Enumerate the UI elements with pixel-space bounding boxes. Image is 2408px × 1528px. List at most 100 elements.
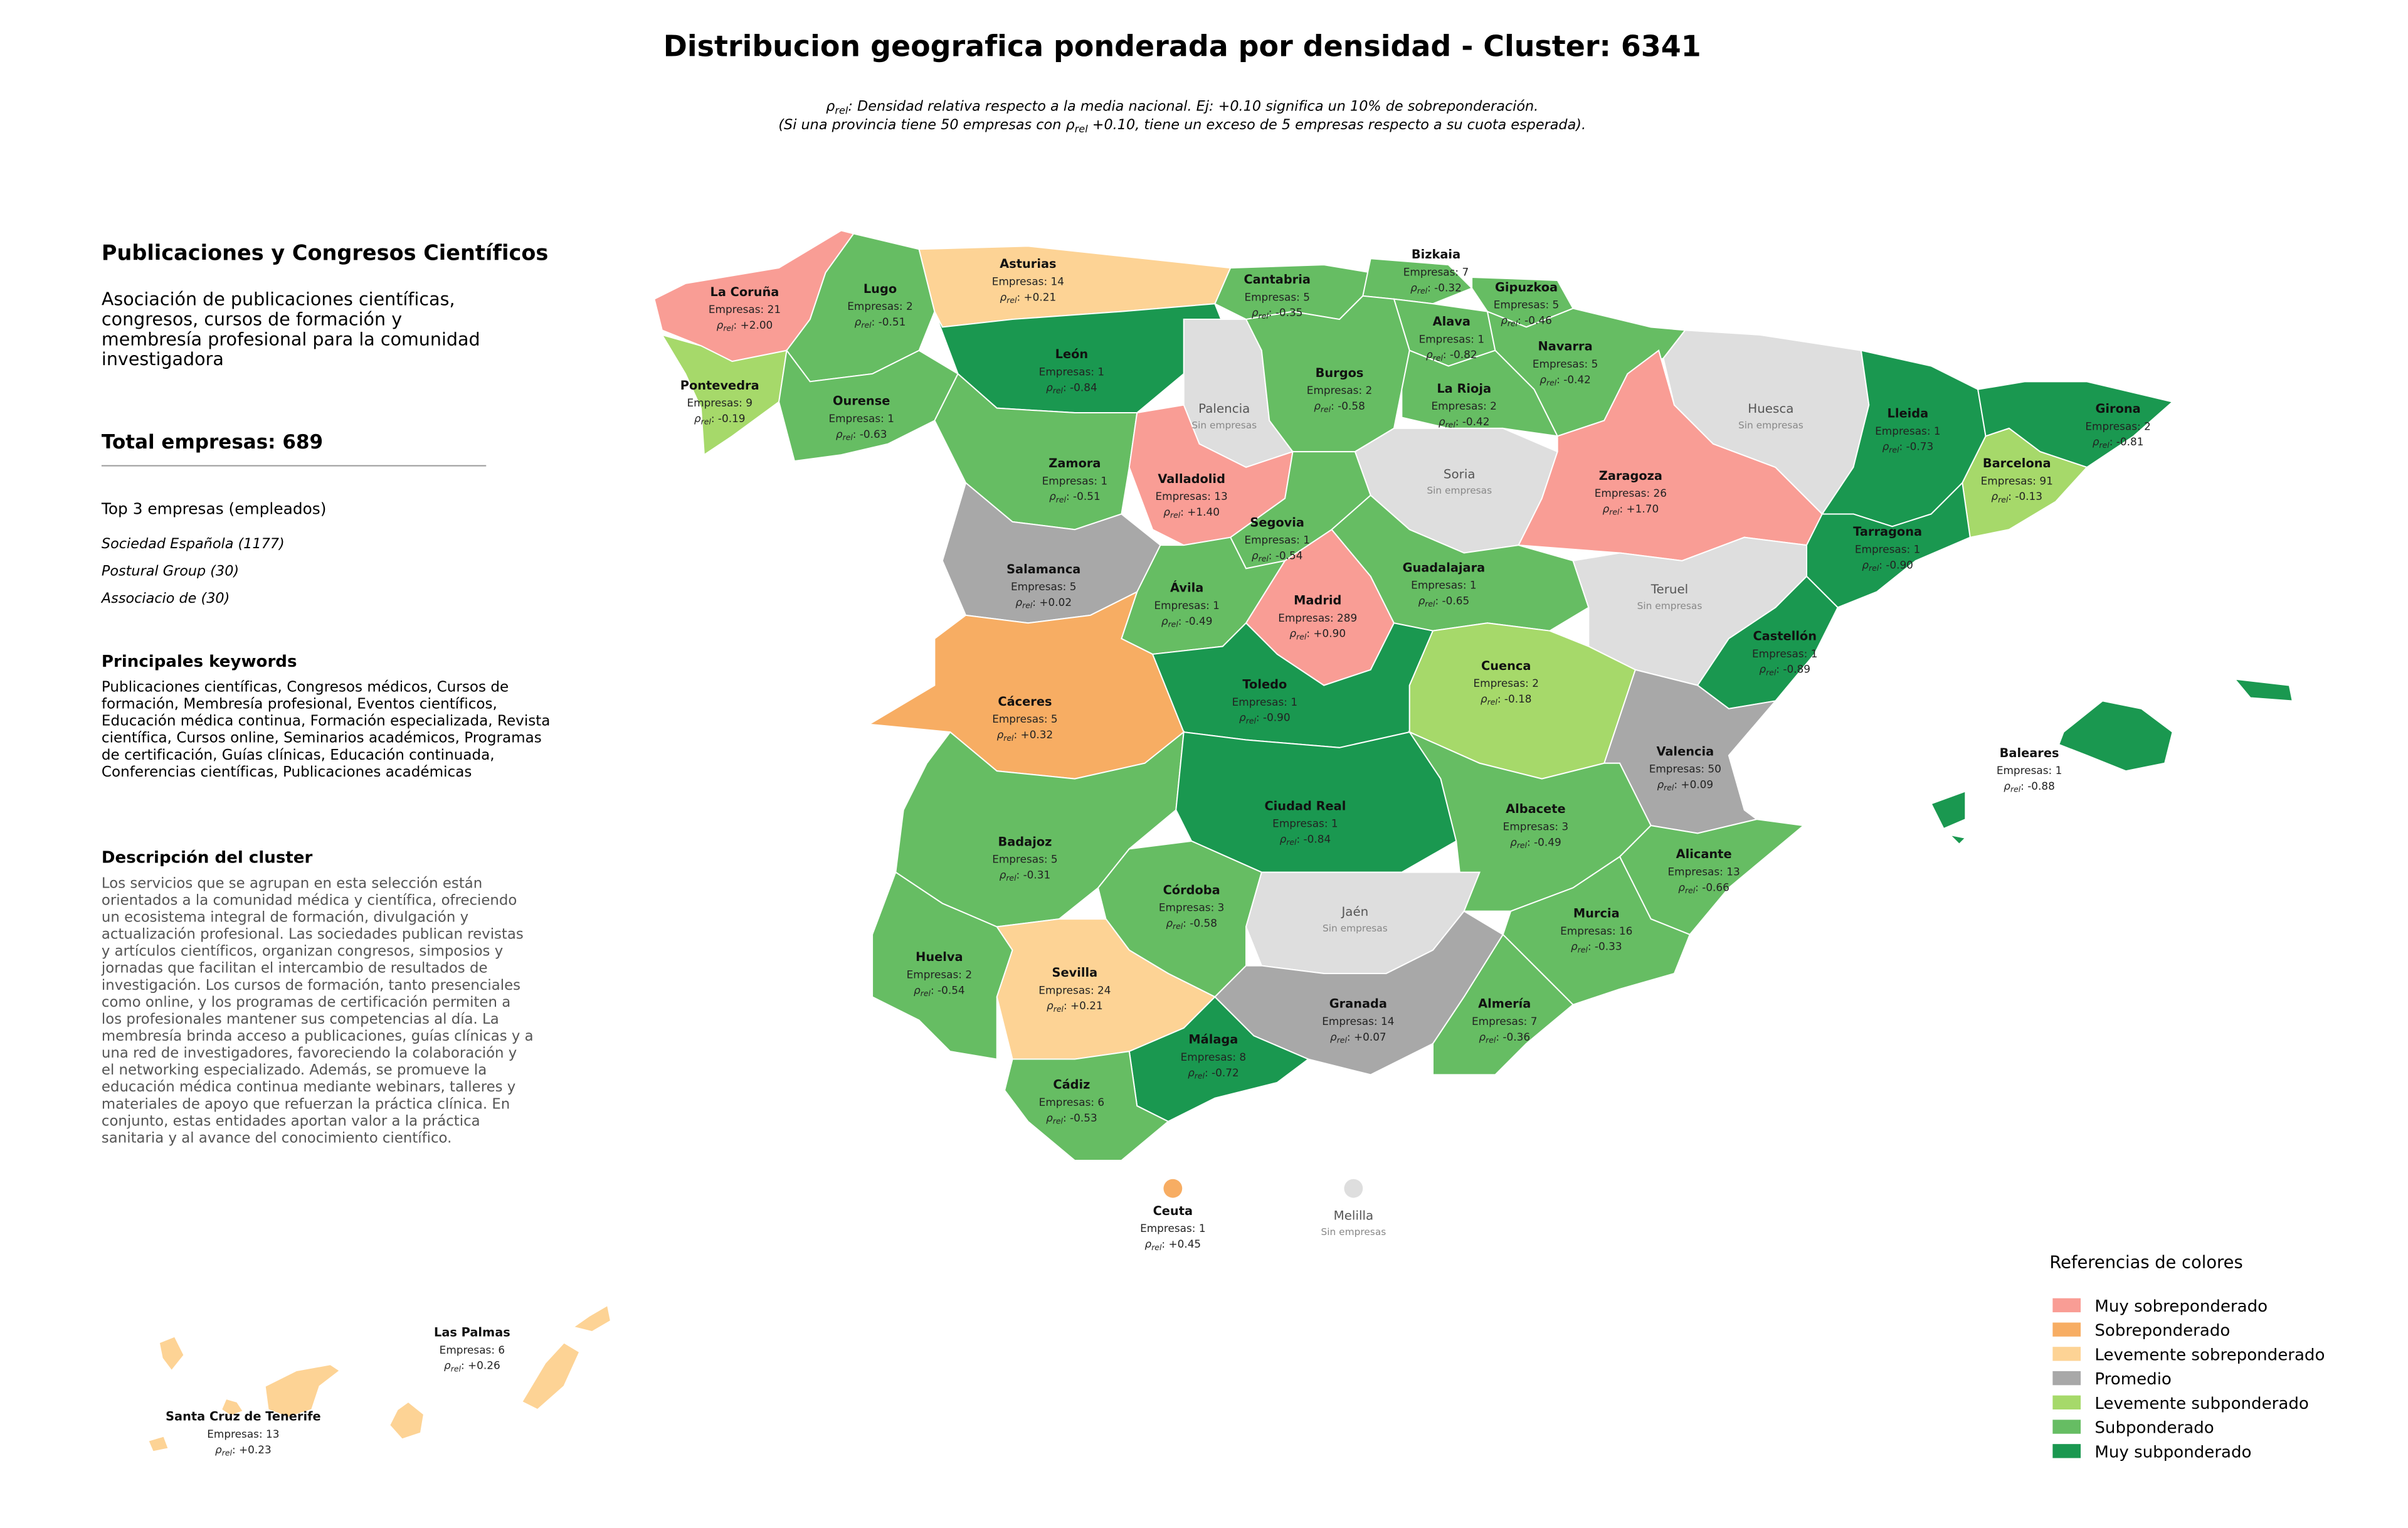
province-density: ρrel: +0.21 xyxy=(1047,999,1103,1014)
province-companies: Empresas: 9 xyxy=(687,396,752,409)
province-name: Barcelona xyxy=(1983,456,2051,470)
province-shape xyxy=(147,1435,170,1453)
province-companies: Empresas: 1 xyxy=(1855,543,1920,556)
density-sub: rel xyxy=(2010,785,2021,794)
density-sub: rel xyxy=(1869,563,1879,573)
density-sub: rel xyxy=(1053,1117,1064,1126)
density-value: -0.33 xyxy=(1595,940,1622,953)
density-symbol: ρ xyxy=(1163,506,1170,518)
density-sub: rel xyxy=(451,1364,462,1373)
province-companies: Empresas: 6 xyxy=(440,1344,505,1356)
province-density: ρrel: -0.18 xyxy=(1481,692,1532,707)
density-sub: rel xyxy=(1151,1243,1162,1252)
density-sep: : xyxy=(931,984,937,996)
density-symbol: ρ xyxy=(1571,940,1578,953)
density-sep: : xyxy=(1205,1066,1212,1079)
province-density: ρrel: -0.90 xyxy=(1239,711,1291,726)
province-density: ρrel: -0.49 xyxy=(1161,615,1213,629)
province-density: ρrel: -0.73 xyxy=(1883,440,1934,455)
province-name: Badajoz xyxy=(998,834,1052,849)
map xyxy=(147,230,2293,1453)
province-companies: Empresas: 24 xyxy=(1038,984,1111,996)
density-sub: rel xyxy=(1286,837,1297,847)
density-symbol: ρ xyxy=(1188,1066,1195,1079)
density-sub: rel xyxy=(1445,420,1456,430)
province-density: ρrel: -0.32 xyxy=(1410,281,1462,295)
province-name: Santa Cruz de Tenerife xyxy=(166,1409,321,1424)
province-density: ρrel: -0.49 xyxy=(1510,836,1561,850)
description-line: como online, y los programas de certific… xyxy=(102,994,510,1011)
density-sep: : xyxy=(1032,596,1039,608)
province-density: ρrel: +0.90 xyxy=(1289,627,1346,642)
province-density: ρrel: +0.02 xyxy=(1015,596,1072,610)
density-sep: : xyxy=(1518,314,1524,327)
density-value: -0.31 xyxy=(1023,869,1051,881)
province-shape xyxy=(872,871,1013,1060)
province-companies: Empresas: 1 xyxy=(1875,425,1940,437)
description-line: y artículos científicos, organizan congr… xyxy=(102,943,503,960)
province-status: Sin empresas xyxy=(1637,600,1703,612)
province-shape xyxy=(2233,678,2293,702)
province-companies: Empresas: 2 xyxy=(907,968,972,980)
province-name: Navarra xyxy=(1538,339,1593,354)
density-value: -0.89 xyxy=(1783,663,1810,676)
density-value: -0.65 xyxy=(1442,594,1470,607)
density-value: +0.26 xyxy=(468,1359,500,1372)
province-shape xyxy=(1930,790,1967,830)
province-companies: Empresas: 5 xyxy=(1494,299,1559,311)
province-companies: Empresas: 5 xyxy=(992,713,1057,725)
density-sep: : xyxy=(1183,916,1190,929)
province-density: ρrel: +0.26 xyxy=(444,1359,500,1374)
density-sep: : xyxy=(2020,780,2027,792)
province-name: Granada xyxy=(1329,997,1387,1011)
description-line: los profesionales mantener sus competenc… xyxy=(102,1011,499,1027)
province-companies: Empresas: 1 xyxy=(1272,817,1338,830)
density-sub: rel xyxy=(1195,1071,1205,1081)
density-sub: rel xyxy=(1006,873,1017,883)
density-sub: rel xyxy=(1578,945,1588,954)
province-shape xyxy=(2057,700,2173,772)
province-name: Guadalajara xyxy=(1403,560,1486,575)
density-value: +0.09 xyxy=(1681,778,1713,790)
description-title: Descripción del cluster xyxy=(102,849,313,867)
top-company: Associacio de (30) xyxy=(100,590,230,607)
density-sub: rel xyxy=(1664,783,1674,792)
density-symbol: ρ xyxy=(836,428,843,440)
density-sep: : xyxy=(1013,728,1020,741)
province-companies: Empresas: 1 xyxy=(1039,365,1104,378)
legend-label: Muy subponderado xyxy=(2094,1443,2251,1462)
top-company: Sociedad Española (1177) xyxy=(102,536,285,552)
density-sub: rel xyxy=(1889,445,1899,454)
legend-swatch xyxy=(2052,1419,2081,1434)
province-name: Almería xyxy=(1478,997,1531,1011)
density-symbol: ρ xyxy=(914,984,921,996)
density-symbol: ρ xyxy=(855,316,862,328)
province-density: ρrel: -0.33 xyxy=(1571,940,1622,955)
density-sep: : xyxy=(1063,381,1070,393)
province-density: ρrel: +0.23 xyxy=(215,1443,272,1458)
province-density: ρrel: +2.00 xyxy=(717,319,773,333)
province-density: ρrel: +0.21 xyxy=(1000,290,1057,305)
density-value: +0.23 xyxy=(239,1443,272,1456)
density-symbol: ρ xyxy=(2093,435,2099,448)
density-sep: : xyxy=(1427,281,1434,294)
density-symbol: ρ xyxy=(1289,627,1296,640)
density-value: -0.42 xyxy=(1462,415,1490,428)
keywords-line: Educación médica continua, Formación esp… xyxy=(102,713,551,730)
density-symbol: ρ xyxy=(1314,400,1321,412)
province-companies: Empresas: 13 xyxy=(1156,490,1228,502)
description-line: Los servicios que se agrupan en esta sel… xyxy=(102,875,482,891)
density-sep: : xyxy=(853,428,860,440)
sidebar-heading: Publicaciones y Congresos Científicos xyxy=(102,241,548,265)
density-sep: : xyxy=(1063,1112,1070,1124)
density-sep: : xyxy=(1695,881,1702,893)
province-density: ρrel: -0.54 xyxy=(914,984,965,998)
province-density: ρrel: -0.54 xyxy=(1252,549,1303,563)
density-sub: rel xyxy=(1006,295,1017,305)
density-sub: rel xyxy=(1486,1035,1496,1044)
subtitle-symbol: ρ xyxy=(1065,117,1074,133)
province-companies: Empresas: 14 xyxy=(992,275,1064,287)
density-sub: rel xyxy=(1766,667,1777,677)
description-line: materiales de apoyo que refuerzan la prá… xyxy=(102,1096,510,1112)
